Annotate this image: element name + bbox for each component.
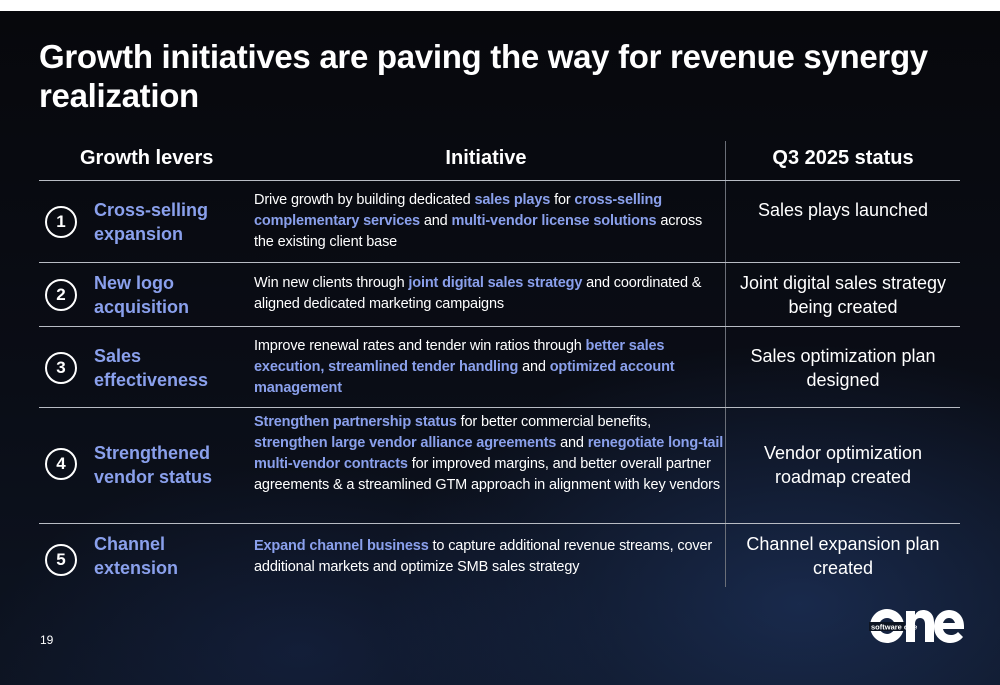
row-number-badge: 3 — [45, 352, 77, 384]
initiative-phrase: Improve renewal rates and tender win rat… — [254, 338, 586, 354]
highlighted-phrase: better sales execution, streamlined tend… — [254, 338, 665, 375]
softwareone-logo: software one — [869, 609, 964, 643]
initiative-text: Win new clients through joint digital sa… — [254, 273, 724, 315]
initiative-phrase: to capture additional revenue streams, c… — [254, 538, 713, 575]
header-growth-levers: Growth levers — [80, 147, 214, 169]
highlighted-phrase: multi-vendor license solutions — [451, 213, 657, 229]
initiative-phrase: and coordinated & aligned dedicated mark… — [254, 275, 702, 312]
svg-text:software one: software one — [871, 623, 917, 632]
initiative-phrase: for — [550, 192, 575, 208]
column-divider — [725, 141, 726, 587]
initiative-text: Strengthen partnership status for better… — [254, 412, 724, 496]
row-divider — [39, 326, 960, 327]
row-number-badge: 2 — [45, 279, 77, 311]
lever-name: Sales effectiveness — [94, 346, 209, 390]
initiative-phrase: and — [556, 435, 588, 451]
highlighted-phrase: Strengthen partnership status — [254, 414, 457, 430]
status-text: Joint digital sales strategy being creat… — [739, 273, 947, 317]
highlighted-phrase: optimized account management — [254, 359, 675, 396]
initiative-phrase: for better commercial benefits, — [456, 414, 652, 430]
lever-name: Cross-selling expansion — [94, 200, 209, 244]
initiative-text: Drive growth by building dedicated sales… — [254, 190, 724, 253]
table-row: 1 Cross-selling expansion Drive growth b… — [39, 181, 960, 262]
row-number-badge: 4 — [45, 448, 77, 480]
slide: Growth initiatives are paving the way fo… — [0, 11, 1000, 685]
lever-name: Channel extension — [94, 534, 179, 578]
table-row: 4 Strengthened vendor status Strengthen … — [39, 408, 960, 523]
initiative-phrase: Win new clients through — [254, 275, 409, 291]
row-divider — [39, 407, 960, 408]
initiative-phrase: across the existing client base — [254, 213, 703, 250]
highlighted-phrase: strengthen large vendor alliance agreeme… — [254, 435, 557, 451]
table-row: 3 Sales effectiveness Improve renewal ra… — [39, 327, 960, 407]
initiative-phrase: and — [419, 213, 452, 229]
highlighted-phrase: cross-selling complementary services — [254, 192, 662, 229]
initiative-phrase: for improved margins, and better overall… — [254, 456, 720, 493]
page-number: 19 — [40, 633, 54, 647]
highlighted-phrase: renegotiate long-tail multi-vendor contr… — [254, 435, 724, 472]
initiative-text: Expand channel business to capture addit… — [254, 536, 724, 578]
status-text: Sales optimization plan designed — [750, 346, 936, 390]
status-text: Vendor optimization roadmap created — [763, 443, 923, 487]
highlighted-phrase: sales plays — [474, 192, 551, 208]
row-divider — [39, 180, 960, 181]
highlighted-phrase: joint digital sales strategy — [408, 275, 583, 291]
status-text: Sales plays launched — [757, 200, 929, 220]
slide-title: Growth initiatives are paving the way fo… — [39, 38, 928, 114]
initiative-text: Improve renewal rates and tender win rat… — [254, 336, 724, 399]
header-status: Q3 2025 status — [772, 147, 914, 169]
initiative-phrase: Drive growth by building dedicated — [254, 192, 475, 208]
lever-name: New logo acquisition — [94, 273, 190, 317]
header-initiative: Initiative — [445, 147, 527, 169]
lever-name: Strengthened vendor status — [94, 443, 213, 487]
initiative-phrase: and — [518, 359, 550, 375]
row-divider — [39, 262, 960, 263]
table-row: 2 New logo acquisition Win new clients t… — [39, 263, 960, 326]
row-divider — [39, 523, 960, 524]
row-number-badge: 1 — [45, 206, 77, 238]
highlighted-phrase: Expand channel business — [254, 538, 429, 554]
table-row: 5 Channel extension Expand channel busin… — [39, 524, 960, 587]
status-text: Channel expansion plan created — [746, 534, 940, 578]
row-number-badge: 5 — [45, 544, 77, 576]
